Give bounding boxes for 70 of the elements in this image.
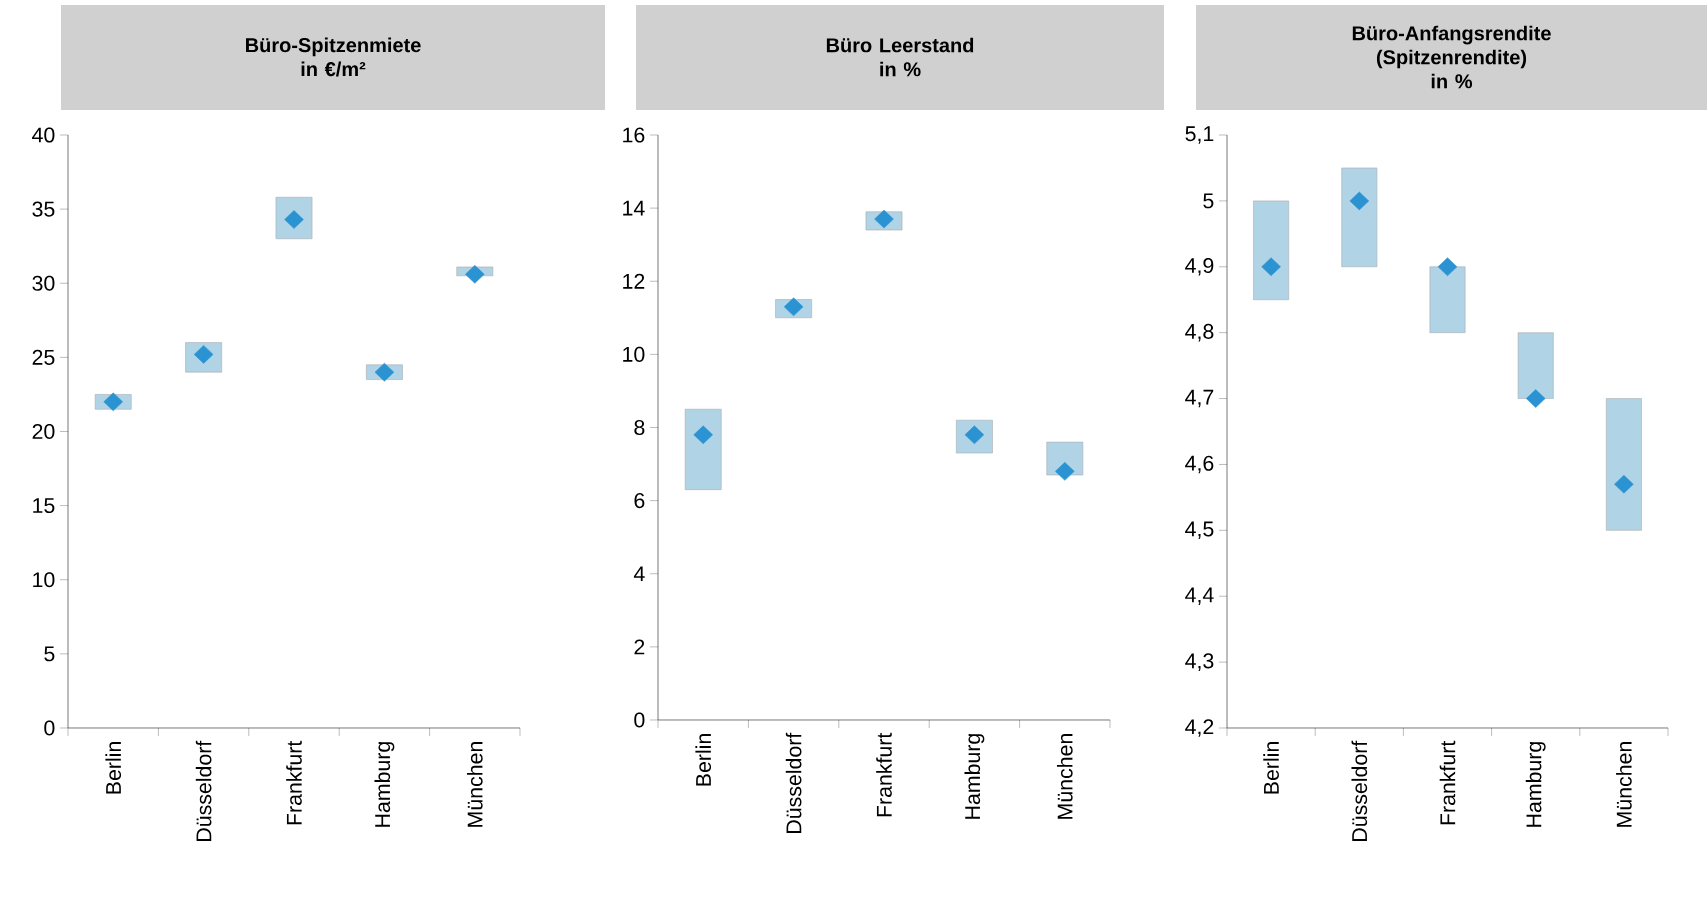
point	[1261, 257, 1281, 277]
chart-title: Büro-Spitzenmiete	[246, 37, 421, 57]
chart-subtitle: in €/m²	[301, 61, 366, 77]
bar	[1253, 200, 1290, 300]
x-tick-label: Düsseldorf	[195, 740, 212, 841]
y-tick-label: 40	[32, 127, 55, 143]
bar	[1429, 266, 1466, 333]
y-tick-label: 4,8	[1185, 323, 1214, 342]
y-tick-label: 4,7	[1185, 389, 1214, 408]
y-tick-label: 20	[32, 423, 55, 440]
x-tick-label: Berlin	[105, 742, 122, 794]
point	[874, 209, 894, 229]
y-tick-label: 5	[1203, 193, 1214, 209]
chart-title: Büro-Anfangsrendite (Spitzenrendite)	[1352, 25, 1551, 69]
x-tick-label: Hamburg	[374, 742, 395, 827]
x-tick-label: München	[1616, 742, 1632, 827]
y-tick-label: 14	[623, 200, 645, 216]
x-tick-label: Hamburg	[1525, 742, 1546, 827]
point	[1055, 462, 1075, 481]
y-tick-label: 15	[33, 498, 55, 514]
x-tick-label: Frankfurt	[876, 732, 892, 817]
chart-title: Büro Leerstand	[826, 37, 974, 53]
y-tick-label: 4,3	[1185, 653, 1214, 671]
y-tick-label: 30	[32, 275, 55, 291]
chart-subtitle: in %	[1431, 73, 1473, 89]
y-tick-label: 16	[623, 127, 645, 143]
y-tick-label: 35	[32, 201, 55, 217]
bar	[1341, 167, 1378, 268]
point	[1525, 389, 1546, 408]
y-tick-label: 4,4	[1185, 587, 1214, 605]
point	[783, 297, 804, 317]
bar	[1517, 332, 1554, 399]
x-tick-label: München	[1056, 734, 1073, 819]
chart-subtitle: in %	[880, 61, 921, 77]
y-tick-label: 8	[634, 419, 645, 436]
y-tick-label: 10	[623, 346, 645, 362]
point	[374, 362, 395, 382]
x-tick-label: München	[466, 742, 483, 827]
y-tick-label: 5,1	[1185, 126, 1214, 144]
y-tick-label: 4	[633, 566, 645, 582]
bar	[1605, 398, 1642, 531]
y-tick-label: 4,9	[1185, 257, 1214, 276]
point	[103, 392, 123, 412]
y-tick-label: 12	[623, 273, 645, 289]
y-tick-label: 6	[634, 493, 645, 509]
y-tick-label: 4,2	[1185, 719, 1214, 737]
x-tick-label: Frankfurt	[286, 740, 302, 825]
y-tick-label: 0	[44, 720, 55, 736]
y-tick-label: 25	[32, 349, 55, 365]
bar	[684, 408, 722, 490]
x-tick-label: Hamburg	[964, 734, 985, 819]
y-tick-label: 2	[634, 639, 645, 655]
x-tick-label: Frankfurt	[1439, 740, 1456, 825]
point	[284, 210, 304, 229]
x-tick-label: Berlin	[1263, 742, 1279, 794]
y-tick-label: 5	[44, 646, 55, 662]
y-tick-label: 4,6	[1185, 455, 1214, 474]
x-tick-label: Düsseldorf	[1351, 740, 1368, 841]
point	[1437, 257, 1458, 277]
point	[693, 425, 713, 445]
point	[193, 345, 214, 364]
y-tick-label: 0	[634, 712, 645, 728]
y-tick-label: 10	[33, 572, 55, 588]
point	[1349, 191, 1370, 211]
point	[465, 265, 485, 284]
point	[1614, 474, 1634, 494]
y-tick-label: 4,5	[1185, 521, 1214, 540]
x-tick-label: Berlin	[695, 734, 712, 786]
x-tick-label: Düsseldorf	[785, 732, 802, 833]
point	[964, 425, 985, 445]
